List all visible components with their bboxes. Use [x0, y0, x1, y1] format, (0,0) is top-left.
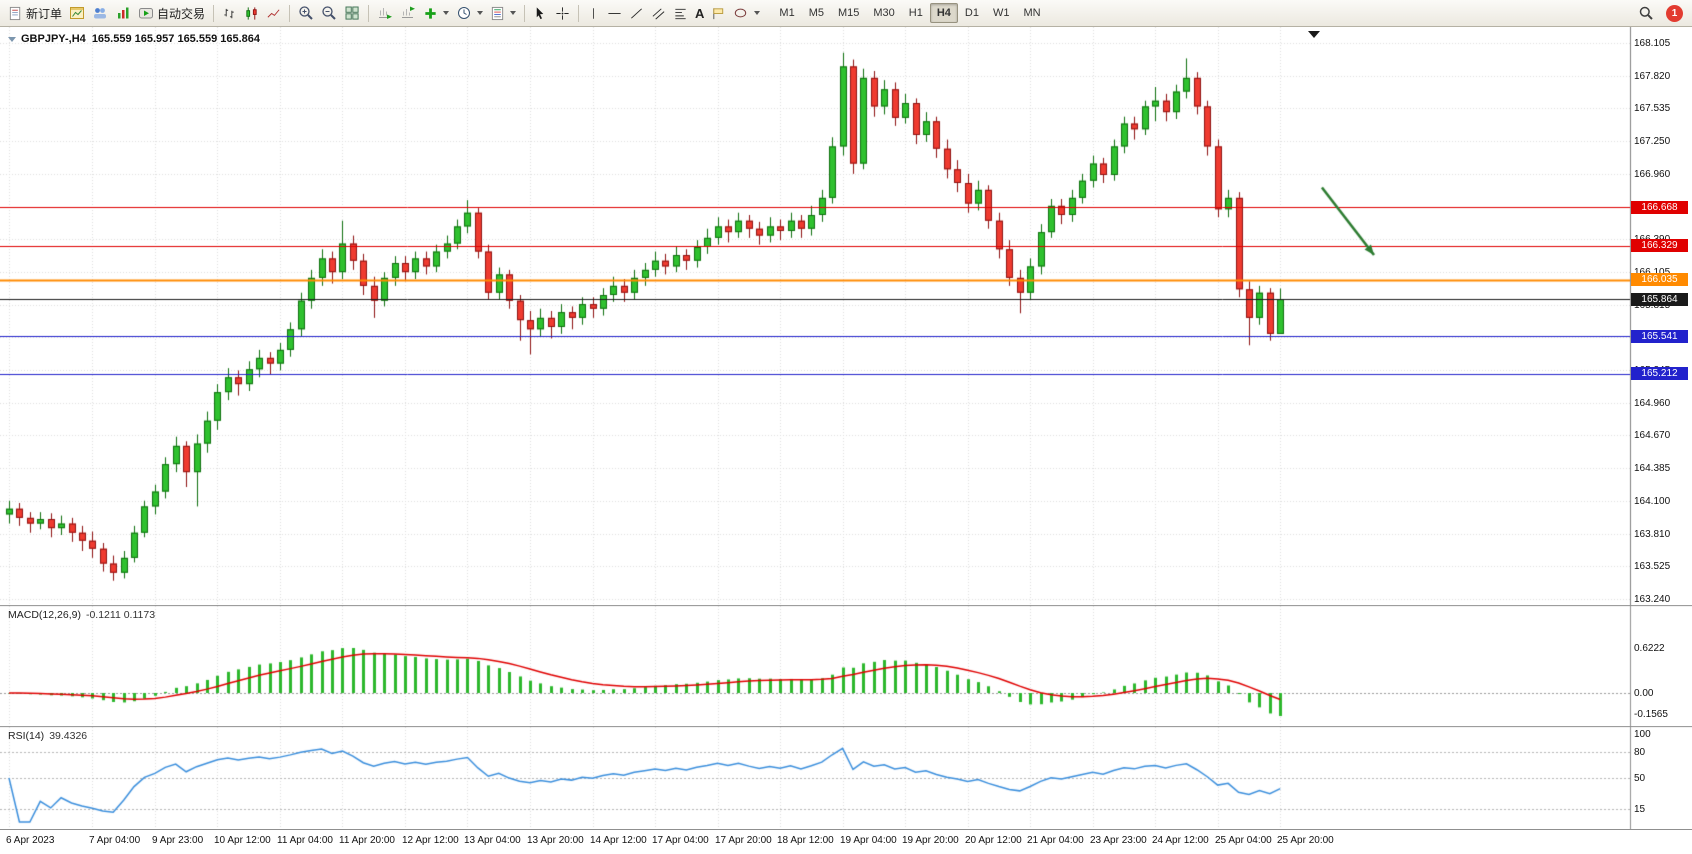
auto-scroll-button[interactable]: [374, 2, 396, 24]
horizontal-line-icon: [608, 12, 621, 14]
indicators-button[interactable]: [420, 2, 452, 24]
chart-symbol-period: GBPJPY-,H4: [21, 33, 86, 45]
notifications-badge[interactable]: 1: [1666, 4, 1683, 22]
vertical-line-icon: [593, 7, 594, 19]
text-tool-icon: A: [695, 5, 705, 21]
auto-scroll-icon: [379, 8, 393, 19]
search-button[interactable]: [1635, 2, 1657, 24]
tile-windows-button[interactable]: [341, 2, 363, 24]
periods-button[interactable]: [453, 2, 486, 24]
toolbar-separator: [578, 4, 580, 22]
auto-trading-label: 自动交易: [157, 6, 206, 21]
chart-ohlc-values: 165.559 165.957 165.559 165.864: [91, 33, 261, 45]
line-chart-icon: [267, 8, 280, 18]
candlestick-chart-icon: [246, 6, 257, 20]
rsi-value: 39.4326: [49, 730, 88, 742]
indicators-plus-icon: [425, 7, 436, 19]
toolbar-separator: [524, 4, 526, 22]
text-tool-button[interactable]: A: [692, 2, 707, 24]
profiles-icon: [94, 8, 107, 19]
auto-trading-icon: [139, 8, 154, 19]
shapes-tool-button[interactable]: [730, 2, 763, 24]
auto-trading-button[interactable]: 自动交易: [135, 2, 208, 24]
toolbar-right-group: 1: [1635, 2, 1687, 24]
templates-dropdown-caret-icon: [510, 11, 517, 15]
tile-windows-icon: [345, 6, 359, 20]
toolbar-separator: [213, 4, 215, 22]
text-label-icon: [713, 7, 724, 19]
toolbar-separator: [289, 4, 291, 22]
fibonacci-tool-button[interactable]: [670, 2, 691, 24]
chart-title: GBPJPY-,H4 165.559 165.957 165.559 165.86…: [8, 33, 260, 45]
vertical-line-tool-button[interactable]: [584, 2, 603, 24]
timeframe-button-M30[interactable]: M30: [873, 7, 895, 19]
new-order-label: 新订单: [26, 6, 63, 21]
templates-button[interactable]: [487, 2, 519, 24]
templates-icon: [491, 6, 504, 20]
timeframe-button-H1[interactable]: H1: [908, 7, 923, 19]
zoom-in-button[interactable]: [295, 2, 317, 24]
new-order-icon: [9, 6, 21, 20]
horizontal-line-tool-button[interactable]: [604, 2, 625, 24]
trendline-tool-button[interactable]: [626, 2, 647, 24]
timeframe-button-D1[interactable]: D1: [964, 7, 979, 19]
bar-chart-button[interactable]: [219, 2, 240, 24]
bar-chart-icon: [224, 8, 234, 18]
crosshair-button[interactable]: [552, 2, 573, 24]
channel-tool-button[interactable]: [648, 2, 669, 24]
equidistant-channel-icon: [652, 7, 665, 19]
indicators-dropdown-caret-icon: [443, 11, 450, 15]
periods-dropdown-caret-icon: [477, 11, 484, 15]
main-chart-canvas[interactable]: [0, 27, 1692, 605]
chart-shift-button[interactable]: [397, 2, 419, 24]
periods-clock-icon: [458, 7, 471, 19]
chart-shift-icon: [402, 6, 416, 18]
rsi-panel-label: RSI(14) 39.4326: [8, 730, 88, 742]
shapes-ellipse-icon: [735, 8, 747, 18]
chart-window-icon: [70, 7, 85, 19]
timeframe-button-M5[interactable]: M5: [808, 7, 824, 19]
profiles-button[interactable]: [89, 2, 111, 24]
trendline-icon: [631, 7, 643, 19]
candlestick-chart-button[interactable]: [241, 2, 262, 24]
time-axis[interactable]: [0, 829, 1692, 854]
shapes-dropdown-caret-icon: [754, 11, 761, 15]
chart-window-button[interactable]: [66, 2, 88, 24]
zoom-in-icon: [299, 6, 313, 20]
timeframe-button-M15[interactable]: M15: [837, 7, 860, 19]
main-toolbar: 新订单 自动交易: [0, 0, 1692, 27]
one-click-trading-arrow-icon[interactable]: [8, 37, 16, 42]
zoom-out-icon: [322, 6, 336, 20]
line-chart-button[interactable]: [263, 2, 284, 24]
macd-panel-canvas[interactable]: [0, 605, 1692, 726]
rsi-panel-canvas[interactable]: [0, 726, 1692, 829]
timeframe-toolbar: M1 M5 M15 M30 H1 H4 D1 W1 MN: [772, 3, 1047, 23]
new-order-button[interactable]: 新订单: [5, 2, 65, 24]
scroll-to-end-marker-icon[interactable]: [1308, 31, 1320, 38]
market-depth-button[interactable]: [112, 2, 134, 24]
crosshair-icon: [556, 6, 569, 20]
timeframe-button-M1[interactable]: M1: [779, 7, 795, 19]
timeframe-button-H4[interactable]: H4: [929, 3, 958, 23]
macd-values: -0.1211 0.1173: [85, 609, 156, 621]
search-icon: [1639, 6, 1653, 20]
timeframe-button-MN[interactable]: MN: [1023, 7, 1041, 19]
zoom-out-button[interactable]: [318, 2, 340, 24]
fibonacci-icon: [675, 8, 686, 19]
toolbar-separator: [368, 4, 370, 22]
cursor-icon: [536, 6, 544, 19]
timeframe-button-W1[interactable]: W1: [992, 7, 1010, 19]
text-label-tool-button[interactable]: [708, 2, 729, 24]
macd-panel-label: MACD(12,26,9) -0.1211 0.1173: [8, 609, 156, 621]
cursor-button[interactable]: [530, 2, 551, 24]
market-depth-icon: [118, 7, 129, 19]
